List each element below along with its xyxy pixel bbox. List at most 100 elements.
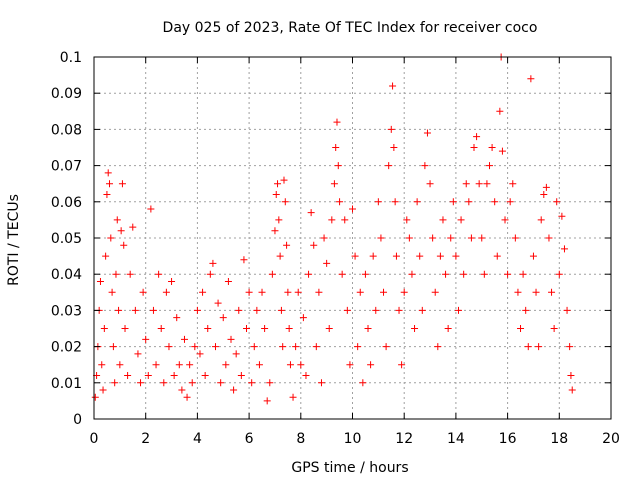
data-point [511,234,519,242]
data-point [514,288,522,296]
data-point [411,325,419,332]
data-point [312,343,320,351]
data-point [486,162,494,170]
data-point [320,234,328,242]
x-tick-label: 12 [395,431,413,447]
data-point [307,209,315,217]
x-tick-label: 14 [447,431,465,447]
data-point [261,325,269,332]
data-point [431,288,439,296]
data-point [460,270,468,278]
data-point [488,144,496,151]
data-point [462,180,470,188]
data-point [258,288,266,296]
data-point [537,216,545,224]
data-point [540,191,548,199]
data-point [134,350,142,358]
data-point [142,335,150,343]
data-point [332,144,340,151]
x-tick-label: 16 [499,431,517,447]
data-point [268,270,276,278]
data-point [230,386,238,394]
data-point [196,350,204,358]
data-point [390,144,398,151]
data-point [219,314,227,322]
data-point [124,372,132,380]
data-point [100,325,108,332]
x-tick-label: 20 [602,431,620,447]
data-point [106,180,114,188]
data-point [449,198,457,206]
data-point [222,361,230,369]
data-point [204,325,212,332]
data-point [374,198,382,206]
data-point [400,288,408,296]
data-point [398,361,406,369]
data-point [186,361,194,369]
data-point [465,198,473,206]
data-point [429,234,437,242]
data-point [343,306,351,314]
data-point [509,180,517,188]
data-point [253,306,261,314]
data-point [99,386,107,394]
data-point [372,306,380,314]
chart-title: Day 025 of 2023, Rate Of TEC Index for r… [163,20,538,36]
data-point [263,397,271,405]
data-point [131,306,139,314]
data-point [483,180,491,188]
data-point [289,393,297,401]
data-point [178,386,186,394]
data-point [248,379,256,387]
data-point [336,198,344,206]
data-point [155,270,163,278]
data-point [439,216,447,224]
data-point [563,306,571,314]
data-point [113,216,121,224]
data-point [315,288,323,296]
data-point [276,252,284,260]
data-point [165,343,173,351]
data-point [387,125,395,133]
data-point [235,306,243,314]
data-point [217,379,225,387]
x-tick-label: 0 [90,431,99,447]
data-point [237,372,245,380]
data-point [271,227,279,235]
y-tick-label: 0.01 [51,376,82,392]
data-point [496,107,504,115]
data-point [470,144,478,151]
data-point [111,379,119,387]
data-point [112,270,120,278]
data-point [240,256,248,264]
data-point [553,198,561,206]
data-point [305,270,313,278]
data-point [423,129,431,137]
data-point [180,335,188,343]
data-point [330,180,338,188]
data-point [285,325,293,332]
data-point [527,75,535,83]
data-point [152,361,160,369]
data-point [115,306,123,314]
data-point [504,270,512,278]
data-point [560,245,568,253]
data-point [280,176,288,184]
x-tick-label: 2 [141,431,150,447]
data-point [506,198,514,206]
data-point [160,379,168,387]
data-point [147,205,155,213]
data-point [211,343,219,351]
data-point [157,325,165,332]
data-point [118,180,126,188]
data-point [277,306,285,314]
data-point [232,350,240,358]
data-point [116,361,124,369]
data-point [421,162,429,170]
data-point [274,180,282,188]
data-point [442,270,450,278]
data-point [149,306,157,314]
data-point [170,372,178,380]
data-point [302,372,310,380]
y-tick-label: 0.09 [51,86,82,102]
